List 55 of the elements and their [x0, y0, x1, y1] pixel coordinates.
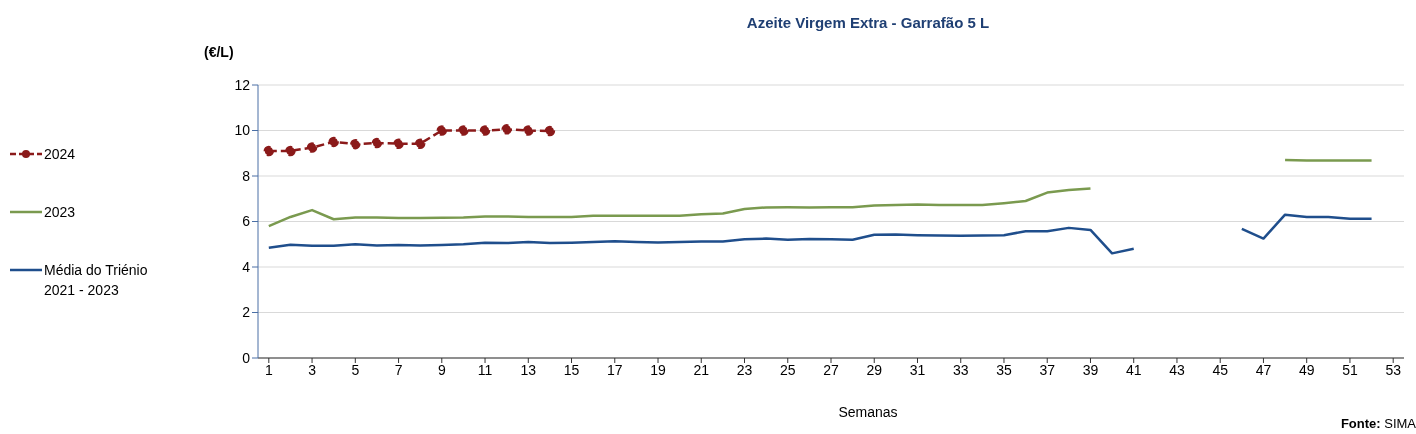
- y-axis-title: (€/L): [204, 44, 234, 60]
- x-tick-label: 5: [351, 361, 360, 378]
- x-tick-label: 47: [1255, 361, 1272, 378]
- x-tick-label: 45: [1212, 361, 1229, 378]
- point: [350, 138, 361, 150]
- point: [285, 145, 296, 157]
- x-tick-label: 53: [1385, 361, 1402, 378]
- point: [479, 125, 491, 136]
- x-tick-label: 23: [736, 361, 753, 378]
- legend-label: 2023: [44, 203, 77, 222]
- x-tick-label: 41: [1125, 361, 1142, 378]
- y-tick-label: 12: [234, 76, 251, 93]
- x-tick-label: 39: [1082, 361, 1099, 378]
- x-tick-label: 15: [563, 361, 580, 378]
- x-tick-label: 21: [693, 361, 710, 378]
- x-tick-label: 51: [1342, 361, 1358, 378]
- x-tick-label: 11: [477, 361, 493, 378]
- x-tick-label: 35: [996, 361, 1012, 378]
- x-tick-label: 37: [1039, 361, 1056, 378]
- source-note: Fonte: SIMA: [1340, 416, 1416, 431]
- x-tick-label: 31: [909, 361, 926, 378]
- y-tick-label: 2: [242, 304, 251, 321]
- y-tick-label: 10: [234, 122, 251, 139]
- point: [501, 124, 512, 135]
- point: [523, 125, 534, 136]
- point: [414, 138, 426, 149]
- x-tick-label: 27: [823, 361, 839, 378]
- y-tick-label: 6: [242, 213, 251, 230]
- point: [306, 142, 318, 153]
- x-tick-label: 9: [437, 361, 446, 378]
- point: [328, 136, 339, 148]
- y-tick-label: 0: [242, 349, 251, 366]
- x-axis-title: Semanas: [837, 404, 899, 420]
- point: [458, 125, 469, 136]
- x-tick-label: 7: [394, 361, 403, 378]
- x-tick-label: 25: [779, 361, 796, 378]
- y-tick-label: 8: [242, 167, 251, 184]
- legend-label: Média do Triénio 2021 - 2023: [44, 261, 149, 300]
- point: [544, 125, 556, 137]
- x-tick-label: 3: [308, 361, 317, 378]
- x-tick-label: 17: [606, 361, 623, 378]
- x-tick-label: 33: [952, 361, 969, 378]
- legend-label: 2024: [44, 145, 77, 164]
- chart-title: Azeite Virgem Extra - Garrafão 5 L: [745, 14, 991, 31]
- point: [263, 145, 275, 157]
- x-tick-label: 13: [520, 361, 537, 378]
- point: [371, 137, 383, 149]
- x-tick-label: 49: [1298, 361, 1315, 378]
- x-tick-label: 29: [866, 361, 883, 378]
- x-tick-label: 1: [264, 361, 273, 378]
- point: [436, 125, 448, 136]
- x-tick-label: 43: [1169, 361, 1185, 378]
- point: [393, 138, 404, 149]
- x-tick-label: 19: [650, 361, 667, 378]
- y-tick-label: 4: [242, 258, 251, 275]
